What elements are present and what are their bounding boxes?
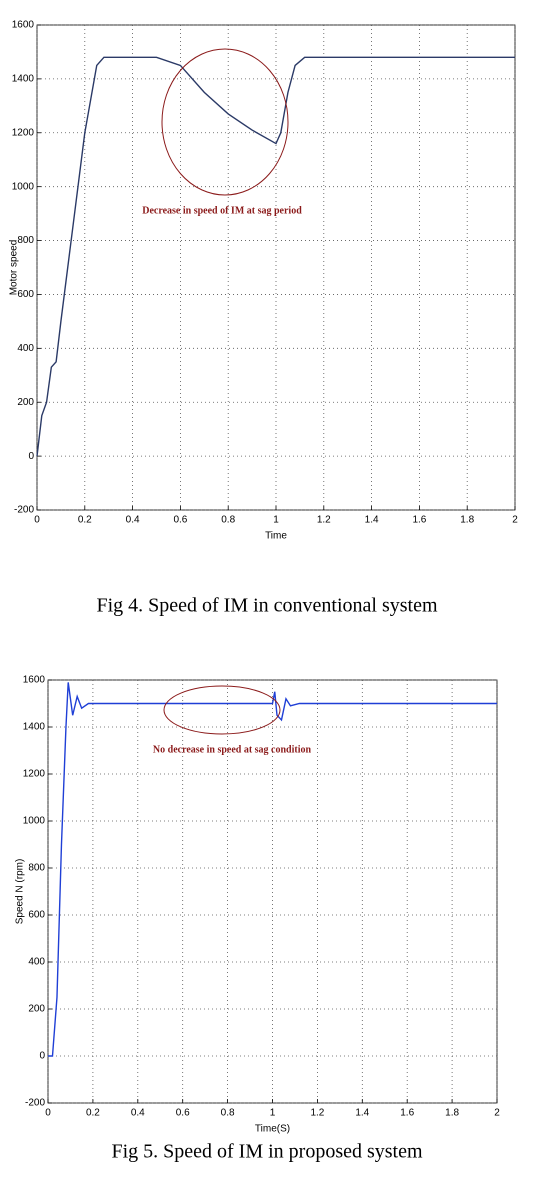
x-tick-label: 0.2 [86, 1108, 100, 1119]
y-tick-label: 0 [28, 451, 34, 462]
y-tick-label: -200 [25, 1098, 45, 1109]
figure-caption: Fig 5. Speed of IM in proposed system [111, 1141, 423, 1163]
x-tick-label: 1 [273, 515, 279, 526]
x-tick-label: 1.2 [317, 515, 331, 526]
x-tick-label: 0.4 [131, 1108, 145, 1119]
speed-line [36, 56, 515, 457]
x-tick-label: 0.2 [78, 515, 92, 526]
y-tick-label: 600 [17, 289, 34, 300]
x-axis-label: Time [265, 531, 287, 542]
y-tick-label: 200 [17, 397, 34, 408]
x-tick-label: 0.8 [221, 1108, 235, 1119]
annotation: Decrease in speed of IM at sag period [142, 205, 302, 216]
x-tick-label: 0 [45, 1108, 51, 1119]
y-tick-label: 1400 [23, 722, 46, 733]
highlight-ellipse [161, 48, 289, 196]
x-tick-label: 0.8 [221, 515, 235, 526]
y-tick-label: 1600 [12, 20, 35, 31]
x-tick-label: 1.4 [365, 515, 379, 526]
y-tick-label: 1600 [23, 675, 46, 686]
x-tick-label: 1.8 [445, 1108, 459, 1119]
x-tick-label: 1.6 [400, 1108, 414, 1119]
y-tick-label: 1000 [12, 181, 35, 192]
y-tick-label: 1200 [12, 127, 35, 138]
y-tick-label: 0 [39, 1051, 45, 1062]
x-tick-label: 0.4 [126, 515, 140, 526]
y-tick-label: -200 [14, 505, 34, 516]
y-tick-label: 800 [17, 235, 34, 246]
y-tick-label: 1200 [23, 769, 46, 780]
annotation: No decrease in speed at sag condition [153, 744, 312, 755]
y-tick-label: 400 [17, 343, 34, 354]
y-tick-label: 400 [28, 957, 45, 968]
y-axis-label: Speed N (rpm) [15, 859, 26, 925]
x-axis-label: Time(S) [255, 1124, 290, 1135]
x-tick-label: 1 [270, 1108, 276, 1119]
x-tick-label: 2 [512, 515, 518, 526]
x-tick-label: 0.6 [176, 1108, 190, 1119]
figure-caption: Fig 4. Speed of IM in conventional syste… [96, 595, 438, 617]
y-tick-label: 1400 [12, 74, 35, 85]
speed-line [48, 682, 497, 1057]
y-tick-label: 1000 [23, 816, 46, 827]
x-tick-label: 0 [34, 515, 40, 526]
y-tick-label: 600 [28, 910, 45, 921]
x-tick-label: 1.6 [412, 515, 426, 526]
highlight-ellipse [163, 685, 281, 735]
x-tick-label: 2 [494, 1108, 500, 1119]
y-axis-label: Motor speed [9, 240, 20, 296]
x-tick-label: 1.4 [355, 1108, 369, 1119]
x-tick-label: 0.6 [173, 515, 187, 526]
y-tick-label: 200 [28, 1004, 45, 1015]
y-tick-label: 800 [28, 863, 45, 874]
x-tick-label: 1.2 [310, 1108, 324, 1119]
x-tick-label: 1.8 [460, 515, 474, 526]
